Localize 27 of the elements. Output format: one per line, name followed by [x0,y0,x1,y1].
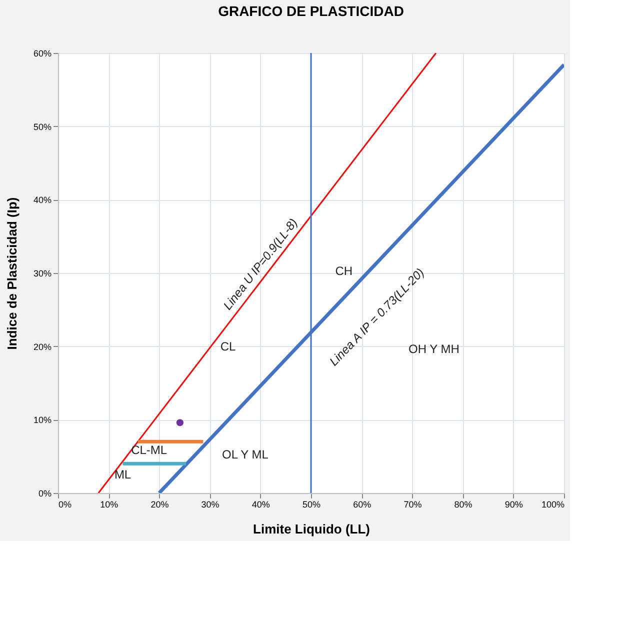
annotation: OH Y MH [408,342,460,356]
x-tick-label: 90% [504,500,523,510]
x-tick-label: 40% [252,500,270,510]
x-tick-label: 80% [454,500,472,510]
y-tick-label: 60% [33,48,52,58]
annotation: CL [220,339,236,354]
y-tick-label: 30% [33,268,52,278]
x-tick-label: 70% [404,500,422,510]
y-tick-label: 20% [33,342,52,352]
x-tick-label: 100% [541,500,564,510]
x-tick-label: 20% [150,500,169,510]
annotation: ML [114,468,132,482]
annotation: CL-ML [131,442,168,457]
y-axis-title: Indice de Plasticidad (Ip) [4,197,20,350]
annotation: CH [335,264,353,278]
x-tick-label: 30% [201,500,220,510]
x-tick-label: 60% [353,500,372,510]
x-tick-label: 10% [100,500,118,510]
y-tick-label: 0% [38,488,52,498]
y-tick-label: 50% [33,122,52,132]
annotation: OL Y ML [222,447,269,462]
chart-title: GRAFICO DE PLASTICIDAD [218,3,404,19]
x-tick-label: 50% [302,500,321,510]
x-tick-label: 0% [58,500,72,510]
x-axis-title: Limite Liquido (LL) [253,522,370,536]
y-tick-label: 10% [33,415,52,426]
y-tick-label: 40% [33,195,52,206]
